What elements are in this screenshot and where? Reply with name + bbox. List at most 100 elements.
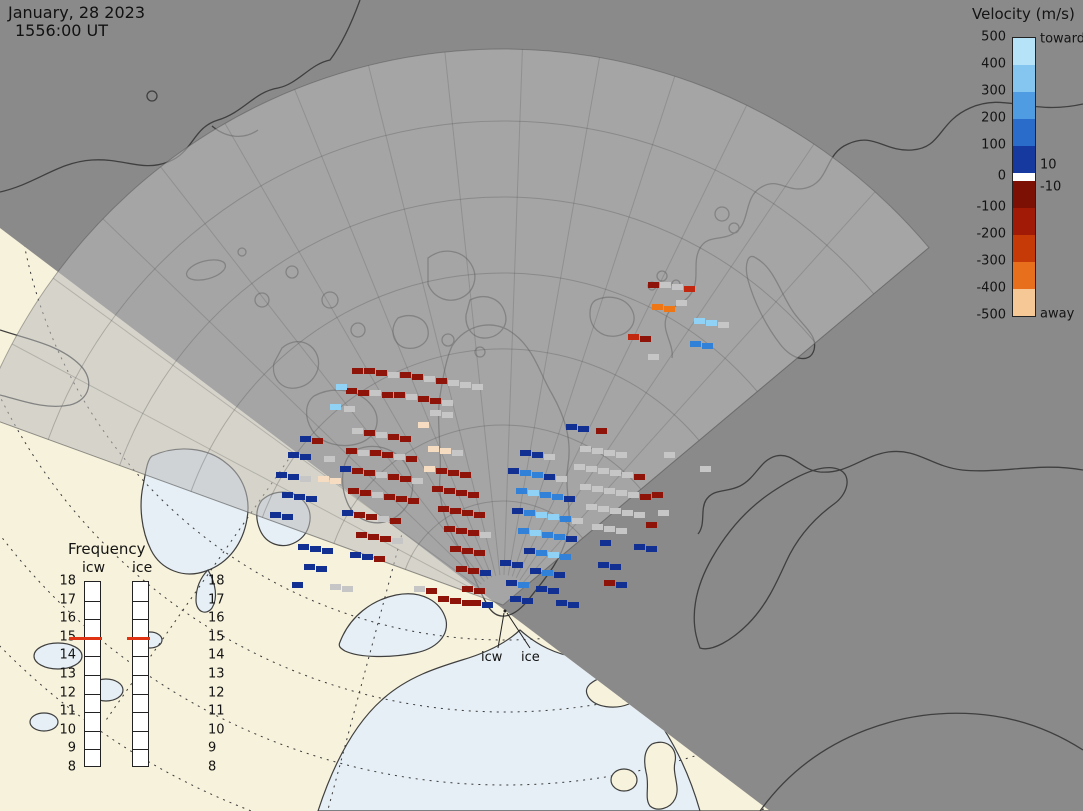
frequency-tick-label: 15 (59, 629, 76, 645)
frequency-scale-tick (85, 730, 100, 732)
fov-range-ring (119, 196, 816, 466)
fov-range-ring (261, 348, 700, 518)
fov-beam-line (102, 218, 482, 585)
frequency-tick-label: 13 (208, 666, 225, 682)
zero-band-bottom-label: -10 (1040, 179, 1062, 195)
frequency-tick-label: 10 (208, 722, 225, 738)
frequency-marker (69, 636, 102, 640)
toward-label: toward (1040, 31, 1083, 47)
timestamp: January, 28 2023 1556:00 UT (8, 3, 145, 41)
lake (33, 642, 83, 670)
velocity-legend-body: 500 400 300 200 100 0 -100 -200 -300 -400 -500 tow… (972, 30, 1083, 323)
velocity-tick-label: 200 (981, 110, 1006, 126)
fov-beam-line (224, 123, 489, 580)
velocity-tick-labels: 500 400 300 200 100 0 -100 -200 -300 -400 -500 (972, 30, 1008, 323)
fov-range-ring (404, 500, 584, 570)
frequency-tick-label: 14 (208, 647, 225, 663)
frequency-column-ice: ice (132, 560, 153, 576)
velocity-colorbar-segment (1013, 289, 1035, 316)
frequency-tick-label: 13 (59, 666, 76, 682)
velocity-direction-labels: toward 10 -10 away (1040, 32, 1083, 322)
velocity-colorbar-segment (1013, 146, 1035, 173)
frequency-tick-label: 17 (59, 592, 76, 608)
velocity-colorbar-segment (1013, 173, 1035, 181)
velocity-colorbar-segment (1013, 235, 1035, 262)
frequency-legend-title: Frequency (68, 540, 146, 558)
frequency-tick-label: 15 (208, 629, 225, 645)
fov-beam-line (368, 65, 497, 577)
frequency-scale-ice (127, 581, 150, 767)
frequency-scale-tick (133, 600, 148, 602)
frequency-scale-tick (133, 693, 148, 695)
chukotka-alaska-coast (0, 0, 361, 193)
radar-site-label-icw: icw (481, 650, 503, 665)
fov-range-ring (190, 272, 758, 492)
velocity-tick-label: -200 (976, 226, 1006, 242)
velocity-tick-label: -100 (976, 199, 1006, 215)
velocity-colorbar-segment (1013, 181, 1035, 208)
radar-site-marker (497, 609, 531, 649)
lake (29, 712, 59, 732)
frequency-tick-label: 9 (67, 740, 76, 756)
frequency-scale-tick (85, 675, 100, 676)
frequency-tick-label: 12 (208, 685, 225, 701)
scandinavia (693, 467, 848, 650)
ireland (610, 768, 638, 792)
velocity-tick-label: 100 (981, 137, 1006, 153)
velocity-tick-label: -400 (976, 280, 1006, 296)
velocity-tick-label: 400 (981, 56, 1006, 72)
fov-beam-line (160, 166, 485, 582)
frequency-tick-label: 14 (59, 647, 76, 663)
frequency-scale-tick (133, 619, 148, 621)
great-britain (644, 741, 678, 810)
frequency-tick-label: 16 (208, 610, 225, 626)
frequency-tick-label: 18 (208, 573, 225, 589)
frequency-scale-tick (85, 600, 100, 602)
frequency-marker (127, 636, 150, 640)
velocity-colorbar (1012, 37, 1036, 317)
velocity-colorbar-segment (1013, 262, 1035, 289)
fov-beam-line (519, 143, 815, 581)
frequency-tick-labels-left: 18 17 16 15 14 13 12 11 10 9 8 (54, 574, 76, 775)
fov-beam-line (0, 421, 475, 596)
frequency-tick-label: 16 (59, 610, 76, 626)
frequency-scale-tick (85, 712, 100, 714)
fov-beam-line (503, 49, 523, 576)
frequency-scale-tick (133, 712, 148, 714)
frequency-scale-icw (69, 581, 102, 767)
away-label: away (1040, 306, 1075, 322)
frequency-tick-label: 10 (59, 722, 76, 738)
frequency-tick-labels-right: 18 17 16 15 14 13 12 11 10 9 8 (206, 574, 228, 775)
baffin-bay (338, 593, 447, 658)
frequency-scale-tick (133, 656, 148, 658)
velocity-colorbar-segment (1013, 38, 1035, 65)
james-bay (195, 569, 217, 613)
fov-beam-line (11, 343, 477, 592)
velocity-tick-label: 300 (981, 83, 1006, 99)
velocity-tick-label: -300 (976, 253, 1006, 269)
frequency-scale-tick (133, 730, 148, 732)
frequency-tick-label: 9 (208, 740, 217, 756)
frequency-tick-label: 11 (208, 703, 225, 719)
fov-wedge (0, 48, 930, 606)
frequency-tick-label: 12 (59, 685, 76, 701)
kola-white-sea-coast (697, 450, 1083, 535)
velocity-legend: Velocity (m/s) 500 400 300 200 100 0 -100 -200 -… (972, 5, 1083, 323)
frequency-scale-tick (85, 749, 100, 751)
fov-beam-line (52, 277, 479, 588)
frequency-tick-label: 17 (208, 592, 225, 608)
velocity-colorbar-segment (1013, 65, 1035, 92)
frequency-tick-label: 18 (59, 573, 76, 589)
frequency-tick-label: 8 (208, 759, 217, 775)
frequency-scale-tick (133, 675, 148, 676)
frequency-legend: Frequency icw ice 18 17 16 15 14 13 12 11 10 9 8 1… (52, 540, 224, 781)
fov-beam-line (511, 76, 676, 577)
date-text: January, 28 2023 (8, 3, 145, 22)
frequency-scale-tick (85, 656, 100, 658)
velocity-tick-label: 0 (997, 168, 1006, 184)
fov-beam-line (522, 191, 876, 584)
frequency-column-headers: icw ice (52, 560, 192, 578)
time-text: 1556:00 UT (15, 21, 109, 41)
velocity-colorbar-segment (1013, 119, 1035, 146)
